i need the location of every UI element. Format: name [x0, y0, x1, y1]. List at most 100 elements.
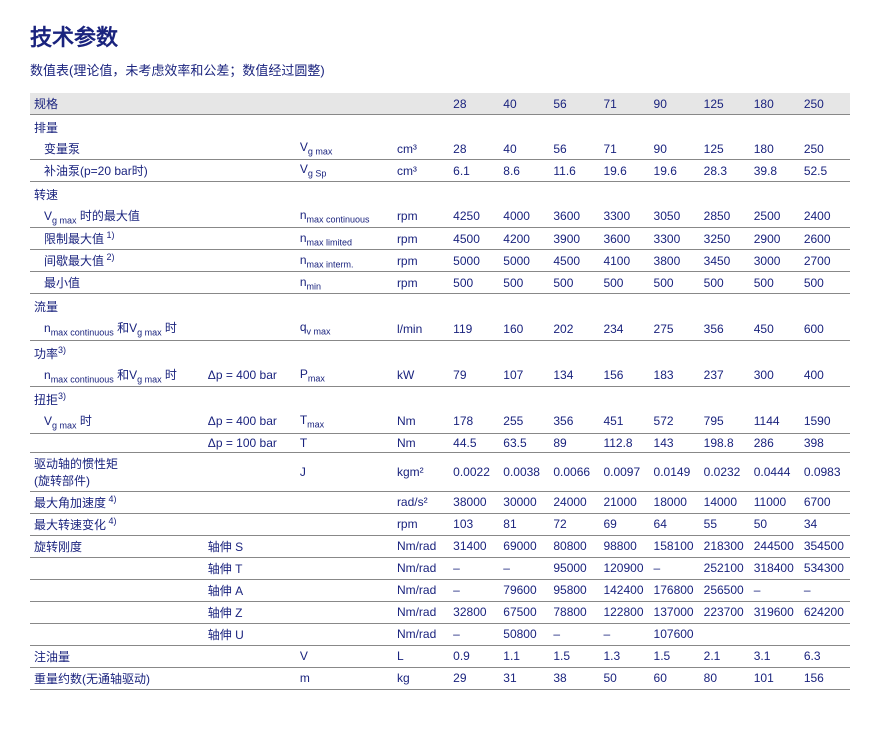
cell: 2400 [800, 205, 850, 228]
cell: 11.6 [549, 160, 599, 182]
cell: 252100 [700, 557, 750, 579]
section-label: 功率3) [30, 340, 850, 364]
row-label: 最小值 [30, 272, 204, 294]
row-unit: rpm [393, 250, 449, 272]
cell: 122800 [599, 601, 649, 623]
cell: 81 [499, 513, 549, 535]
cell: 69000 [499, 535, 549, 557]
row-unit: rpm [393, 513, 449, 535]
cell: 79 [449, 364, 499, 387]
cell: 14000 [700, 491, 750, 513]
cell: 237 [700, 364, 750, 387]
row-unit: rpm [393, 205, 449, 228]
cell: 50 [750, 513, 800, 535]
cell: 107 [499, 364, 549, 387]
cell: 31400 [449, 535, 499, 557]
cell: 398 [800, 433, 850, 452]
cell: 400 [800, 364, 850, 387]
cell: 3600 [549, 205, 599, 228]
cell: 2900 [750, 228, 800, 250]
cell: 183 [650, 364, 700, 387]
cell: 95000 [549, 557, 599, 579]
cell: 125 [700, 138, 750, 160]
cell: 95800 [549, 579, 599, 601]
cell: 79600 [499, 579, 549, 601]
section-torque: 扭拒3) [30, 387, 850, 411]
cell: 256500 [700, 579, 750, 601]
cell: 38 [549, 667, 599, 689]
spec-table: 规格 28 40 56 71 90 125 180 250 排量 变量泵 Vg … [30, 93, 850, 690]
cell: 11000 [750, 491, 800, 513]
cell: 18000 [650, 491, 700, 513]
row-angacc: 最大角加速度 4) rad/s² 38000 30000 24000 21000… [30, 491, 850, 513]
cell: – [650, 557, 700, 579]
row-symbol: J [296, 452, 393, 491]
cell: 0.0149 [650, 452, 700, 491]
cell: 354500 [800, 535, 850, 557]
row-power: nmax continuous 和Vg max 时 Δp = 400 bar P… [30, 364, 850, 387]
cell: 80 [700, 667, 750, 689]
cell: 52.5 [800, 160, 850, 182]
cell: 1.1 [499, 645, 549, 667]
cell: 67500 [499, 601, 549, 623]
row-speed-cont: Vg max 时的最大值 nmax continuous rpm 4250 40… [30, 205, 850, 228]
row-unit: rad/s² [393, 491, 449, 513]
row-speed-lim: 限制最大值 1) nmax limited rpm 4500 4200 3900… [30, 228, 850, 250]
cell: 71 [599, 138, 649, 160]
cell: 318400 [750, 557, 800, 579]
row-unit: kg [393, 667, 449, 689]
cell: 19.6 [599, 160, 649, 182]
cell: 2700 [800, 250, 850, 272]
row-stiff-s: 旋转刚度 轴伸 S Nm/rad 31400 69000 80800 98800… [30, 535, 850, 557]
cell: 40 [499, 138, 549, 160]
page-title: 技术参数 [30, 20, 850, 52]
cell: 107600 [650, 623, 700, 645]
cell: 500 [549, 272, 599, 294]
cell: 2500 [750, 205, 800, 228]
row-symbol: nmin [296, 272, 393, 294]
cell: 119 [449, 317, 499, 340]
row-unit: l/min [393, 317, 449, 340]
section-displacement: 排量 [30, 115, 850, 139]
cell: 39.8 [750, 160, 800, 182]
cell: 500 [750, 272, 800, 294]
cell: 795 [700, 410, 750, 433]
cell: 600 [800, 317, 850, 340]
cell: 3800 [650, 250, 700, 272]
row-label: nmax continuous 和Vg max 时 [30, 317, 296, 340]
row-unit: L [393, 645, 449, 667]
cell: 4200 [499, 228, 549, 250]
cell: 3600 [599, 228, 649, 250]
cell: 98800 [599, 535, 649, 557]
cell: 28.3 [700, 160, 750, 182]
row-unit: Nm/rad [393, 535, 449, 557]
row-label: 最大转速变化 4) [30, 513, 296, 535]
cell: 198.8 [700, 433, 750, 452]
cell: 3.1 [750, 645, 800, 667]
cell: 500 [599, 272, 649, 294]
row-cond: 轴伸 T [204, 557, 296, 579]
cell: 0.0066 [549, 452, 599, 491]
cell: 44.5 [449, 433, 499, 452]
cell: 286 [750, 433, 800, 452]
size-col: 28 [449, 93, 499, 115]
cell: 2850 [700, 205, 750, 228]
section-label: 转速 [30, 182, 850, 206]
cell: – [449, 579, 499, 601]
size-col: 40 [499, 93, 549, 115]
cell: 50800 [499, 623, 549, 645]
cell: 2.1 [700, 645, 750, 667]
cell: 1144 [750, 410, 800, 433]
cell: 80800 [549, 535, 599, 557]
cell: 160 [499, 317, 549, 340]
cell: 3000 [750, 250, 800, 272]
page-subtitle: 数值表(理论值，未考虑效率和公差；数值经过圆整) [30, 60, 850, 79]
row-symbol: m [296, 667, 393, 689]
row-unit: Nm [393, 410, 449, 433]
cell: 4000 [499, 205, 549, 228]
cell [750, 623, 800, 645]
row-unit: rpm [393, 272, 449, 294]
cell: 0.0232 [700, 452, 750, 491]
row-unit: kgm² [393, 452, 449, 491]
cell: 4500 [549, 250, 599, 272]
